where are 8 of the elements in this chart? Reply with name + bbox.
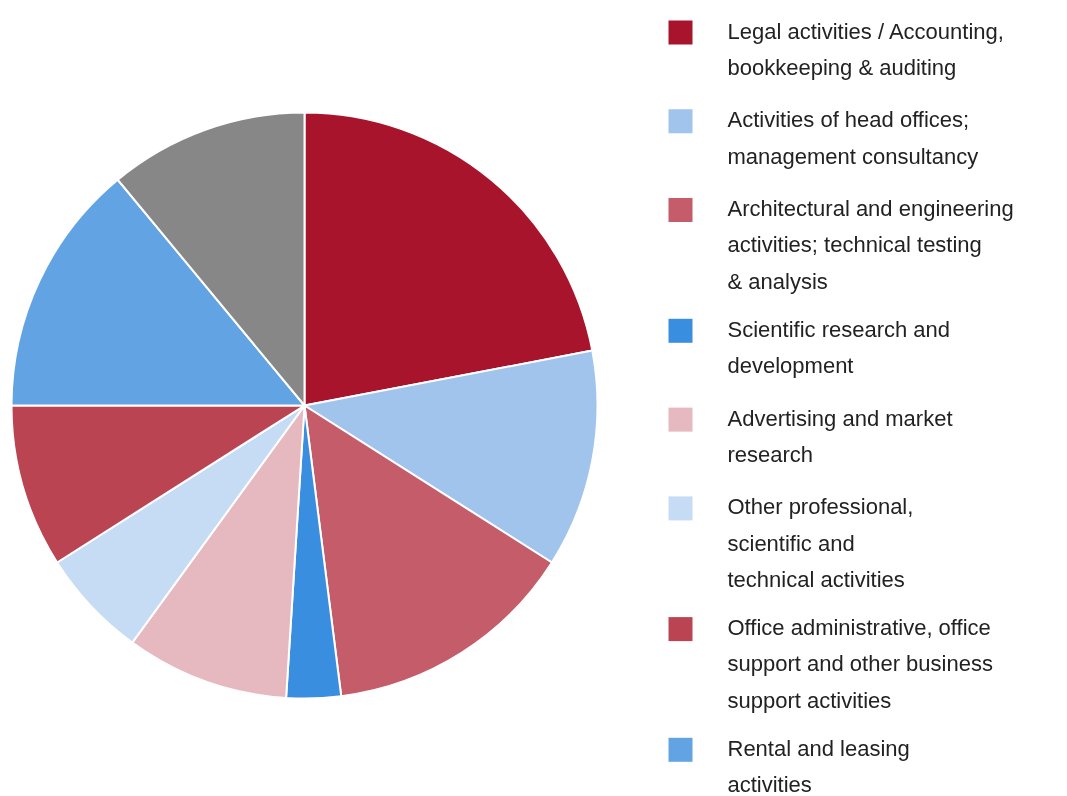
legend-label: Architectural and engineering activities; technical testing & analysis bbox=[727, 196, 1014, 294]
legend-label: Scientific research and development bbox=[727, 316, 951, 379]
legend-label: Office administrative, office support and other business support activities bbox=[727, 615, 993, 713]
legend-label: Rental and leasing activities bbox=[727, 735, 910, 796]
legend-label: Advertising and market research bbox=[727, 405, 953, 467]
legend-label: Other professional, scientific and technical activities bbox=[727, 494, 914, 592]
legend-label: Legal activities / Accounting, bookkeeping & auditing bbox=[727, 18, 1004, 80]
legend-label: Activities of head offices; management consultancy bbox=[727, 107, 979, 169]
